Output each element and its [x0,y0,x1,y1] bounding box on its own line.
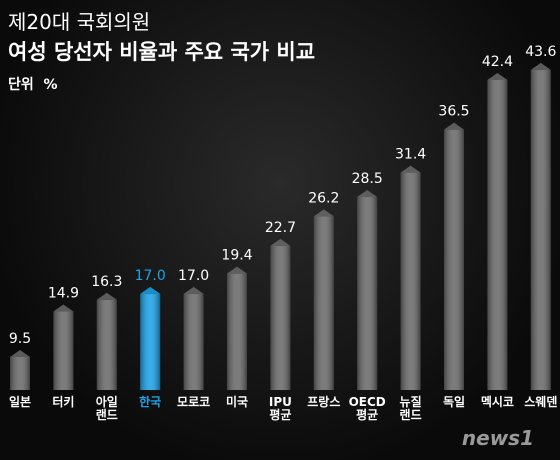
value-label: 17.0 [135,268,166,284]
x-tick-label: 한국 [139,395,162,409]
bar-cap [96,292,117,300]
chart-subtitle: 여성 당선자 비율과 주요 국가 비교 [8,40,316,64]
bar-shade [227,273,247,390]
bar-shade [270,245,291,390]
bar-cap [270,238,291,246]
value-label: 36.5 [438,104,469,120]
value-label: 17.0 [178,268,209,284]
value-label: 14.9 [48,286,79,302]
value-label: 9.5 [9,331,31,347]
value-label: 22.7 [265,220,296,236]
x-tick-label: 모로코 [177,395,211,409]
bar-shade [183,293,204,390]
bar-shade [400,172,421,390]
x-tick-label: IPU 평균 [268,395,292,422]
value-label: 28.5 [352,171,383,187]
bar-shade [444,129,464,391]
x-tick-label: 스웨덴 [524,395,558,409]
value-label: 16.3 [91,274,122,290]
value-label: 26.2 [308,190,339,206]
x-tick-label: OECD 평균 [348,395,386,422]
bar-shade [10,357,30,390]
x-tick-label: 독일 [442,395,466,409]
bar-cap [313,209,334,217]
x-tick-label: 미국 [225,395,249,409]
bar-shade [313,216,334,390]
bar-cap [487,72,508,80]
bar-cap [357,190,378,198]
bar-cap [53,304,74,312]
x-tick-label: 프랑스 [307,395,341,409]
bar-cap [183,286,204,294]
bar-cap [10,350,30,358]
value-label: 19.4 [221,248,252,264]
value-label: 31.4 [395,147,426,163]
bar-shade [96,299,117,390]
bar-cap [227,266,247,274]
x-tick-label: 일본 [8,395,32,409]
x-tick-label: 뉴질 랜드 [399,395,422,422]
bar-cap [530,62,551,70]
bar-cap [444,122,464,130]
value-label: 43.6 [525,44,556,60]
bar-cap [140,286,161,294]
bar-shade [487,79,508,390]
bar-shade [530,69,551,390]
bar-cap [400,165,421,173]
bar-shade [357,197,378,390]
value-label: 42.4 [482,54,513,70]
x-tick-label: 멕시코 [480,395,514,409]
x-tick-label: 아일 랜드 [95,395,118,422]
bar-shade [53,311,74,390]
chart-title: 제20대 국회의원 [8,10,151,34]
x-tick-label: 터키 [52,395,75,409]
bar-shade [140,293,161,390]
watermark: news1 [461,426,534,450]
unit-label: 단위 % [8,77,58,93]
